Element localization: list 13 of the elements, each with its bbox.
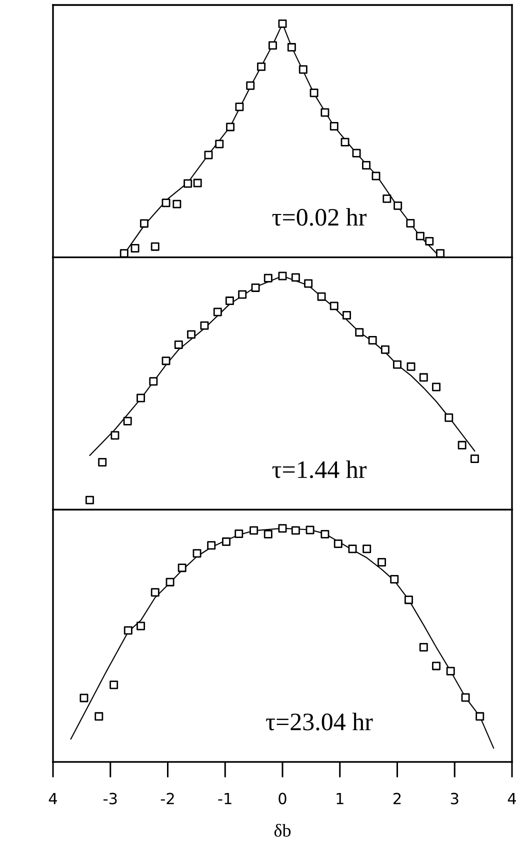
- annotation: τ=23.04 hr: [266, 712, 373, 730]
- annotation: τ=0.02 hr: [272, 208, 366, 226]
- x-tick-label: 4: [508, 793, 516, 804]
- x-tick-label: 0: [278, 792, 286, 804]
- x-tick-label: 3: [450, 792, 458, 804]
- x-tick-label: 1: [336, 793, 344, 804]
- x-tick-label: -1: [218, 793, 232, 804]
- x-tick-label: -2: [160, 792, 174, 804]
- x-axis-title: δb: [274, 824, 291, 837]
- annotation: τ=1.44 hr: [272, 460, 366, 478]
- x-tick-label: 2: [394, 792, 401, 804]
- x-tick-label: 4: [48, 793, 58, 804]
- x-tick-label: -3: [104, 792, 117, 804]
